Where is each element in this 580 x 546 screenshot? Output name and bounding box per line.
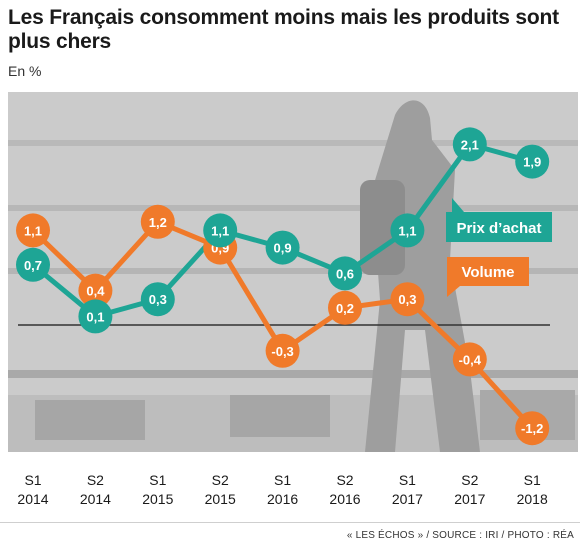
point-prix — [452, 127, 487, 162]
point-prix — [390, 213, 425, 248]
point-prix — [16, 247, 50, 282]
data-label-volume: -0,3 — [271, 344, 293, 359]
x-tick-year: 2016 — [267, 491, 298, 507]
x-tick-label: S1 — [149, 472, 166, 488]
point-volume — [452, 342, 487, 377]
data-label-prix: 2,1 — [461, 137, 479, 152]
x-tick-label: S2 — [461, 472, 478, 488]
data-label-prix: 1,1 — [211, 223, 229, 238]
x-tick-year: 2014 — [80, 491, 111, 507]
x-tick-year: 2017 — [454, 491, 485, 507]
legend-volume-label: Volume — [461, 264, 514, 281]
x-tick-label: S1 — [524, 472, 541, 488]
source-credit: « LES ÉCHOS » / SOURCE : IRI / PHOTO : R… — [346, 530, 574, 541]
chart-subtitle: En % — [8, 63, 42, 79]
point-volume — [140, 204, 175, 239]
point-volume — [78, 273, 113, 308]
point-prix — [140, 282, 175, 317]
legend-prix-label: Prix d’achat — [456, 220, 541, 237]
x-tick-label: S1 — [24, 472, 41, 488]
x-tick-year: 2017 — [392, 491, 423, 507]
point-volume — [265, 333, 300, 368]
point-prix — [203, 213, 238, 248]
data-label-volume: 0,3 — [398, 292, 416, 307]
x-tick-label: S1 — [399, 472, 416, 488]
x-tick-label: S2 — [212, 472, 229, 488]
data-label-prix: 1,9 — [523, 155, 541, 170]
data-label-prix: 0,9 — [274, 241, 292, 256]
data-label-prix: 0,6 — [336, 266, 354, 281]
data-label-volume: -1,2 — [521, 421, 543, 436]
data-label-volume: 0,4 — [86, 284, 105, 299]
x-tick-year: 2018 — [517, 491, 548, 507]
x-tick-year: 2015 — [142, 491, 173, 507]
data-label-prix: 1,1 — [398, 223, 416, 238]
point-prix — [515, 144, 550, 179]
data-label-prix: 0,3 — [149, 292, 167, 307]
footer-divider — [0, 522, 580, 523]
legend-prix: Prix d’achat — [446, 198, 552, 242]
point-prix — [328, 256, 362, 291]
data-label-volume: 1,2 — [149, 215, 167, 230]
point-volume — [390, 282, 425, 317]
background-photo — [8, 92, 578, 453]
x-tick-label: S2 — [336, 472, 353, 488]
x-tick-year: 2015 — [205, 491, 236, 507]
x-tick-year: 2014 — [17, 491, 48, 507]
x-tick-label: S2 — [87, 472, 104, 488]
legend-volume: Volume — [447, 257, 529, 297]
x-tick-label: S1 — [274, 472, 291, 488]
data-label-volume: 0,2 — [336, 301, 354, 316]
chart-title: Les Français consomment moins mais les p… — [8, 6, 559, 53]
point-volume — [16, 213, 50, 248]
point-volume — [515, 411, 550, 446]
point-prix — [78, 299, 113, 334]
point-volume — [328, 290, 362, 325]
point-prix — [265, 230, 300, 265]
data-label-prix: 0,7 — [24, 258, 42, 273]
data-label-prix: 0,1 — [86, 309, 104, 324]
data-label-volume: -0,4 — [459, 352, 482, 367]
x-tick-year: 2016 — [329, 491, 360, 507]
data-label-volume: 1,1 — [24, 223, 42, 238]
